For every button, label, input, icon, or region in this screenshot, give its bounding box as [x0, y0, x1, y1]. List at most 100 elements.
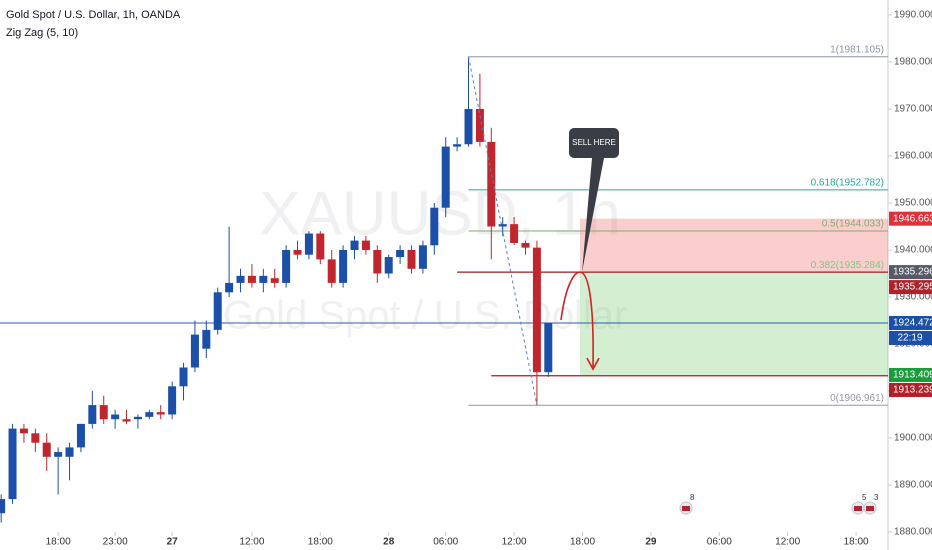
candle-body	[350, 240, 359, 250]
callout-text: SELL HERE	[572, 138, 616, 147]
sell-arrow-head	[586, 357, 600, 371]
price-tag-label: 1913.239	[893, 385, 932, 396]
candle-body	[384, 257, 393, 274]
candle-body	[373, 249, 382, 274]
x-tick-label: 06:00	[707, 537, 732, 548]
candle-body	[202, 329, 211, 349]
candle-body	[88, 405, 97, 424]
candle-body	[156, 412, 165, 415]
candle-body	[464, 108, 473, 145]
y-tick-label: 1960.000	[894, 151, 932, 162]
event-count: 8	[690, 493, 695, 502]
event-count: 5	[862, 493, 867, 502]
price-tag	[889, 315, 932, 330]
price-tag	[889, 265, 932, 280]
price-tag	[889, 382, 932, 397]
fib-label: 0.5(1944.033)	[822, 219, 884, 230]
event-flag	[866, 506, 874, 511]
price-tag	[889, 367, 932, 382]
target-zone	[580, 272, 888, 375]
event-flag	[854, 506, 862, 511]
candle-body	[65, 447, 74, 457]
candle-body	[31, 433, 40, 443]
candle-body	[8, 428, 17, 500]
indicator-label: Zig Zag (5, 10)	[6, 27, 78, 39]
price-tag-label: 1935.296	[893, 267, 932, 278]
candle-body	[225, 282, 234, 293]
y-tick-label: 1930.000	[894, 292, 932, 303]
candle-body	[339, 249, 348, 283]
candle-body	[453, 144, 462, 147]
candle-body	[145, 412, 154, 417]
candle-body	[99, 405, 108, 420]
x-tick-label: 12:00	[775, 537, 800, 548]
candle-body	[213, 292, 222, 330]
x-tick-label: 18:00	[46, 537, 71, 548]
countdown-label: 22:19	[897, 333, 922, 344]
x-tick-label: 18:00	[570, 537, 595, 548]
candle-body	[521, 242, 530, 248]
x-tick-label: 06:00	[433, 537, 458, 548]
candle-body	[19, 428, 28, 434]
candle-body	[122, 419, 131, 422]
candle-body	[396, 249, 405, 258]
y-tick-label: 1990.000	[894, 10, 932, 21]
zigzag	[468, 56, 538, 406]
y-tick-label: 1890.000	[894, 480, 932, 491]
candle-body	[0, 499, 6, 514]
y-tick-label: 1970.000	[894, 104, 932, 115]
chart-title: Gold Spot / U.S. Dollar, 1h, OANDA	[6, 9, 181, 21]
sell-arrow	[560, 271, 594, 368]
countdown-tag	[889, 330, 932, 345]
x-tick-label: 12:00	[239, 537, 264, 548]
candle-body	[259, 275, 268, 283]
candle-body	[282, 249, 291, 283]
y-tick-label: 1900.000	[894, 433, 932, 444]
event-count: 3	[874, 493, 879, 502]
fib-label: 0(1906.961)	[830, 393, 884, 404]
y-tick-label: 1980.000	[894, 57, 932, 68]
fib-label: 0.618(1952.782)	[811, 178, 884, 189]
candle-body	[498, 224, 507, 227]
candle-body	[179, 367, 188, 387]
fib-label: 0.382(1935.284)	[811, 260, 884, 271]
candle-body	[327, 259, 336, 283]
candle-body	[430, 207, 439, 246]
candle-body	[361, 240, 370, 250]
y-tick-label: 1880.000	[894, 527, 932, 538]
price-tag-label: 1913.409	[893, 370, 932, 381]
watermark: Gold Spot / U.S. Dollar	[223, 294, 628, 338]
x-tick-label: 29	[645, 537, 657, 548]
x-tick-label: 28	[383, 537, 395, 548]
candle-body	[76, 423, 85, 448]
y-tick-label: 1950.000	[894, 198, 932, 209]
price-tag-label: 1935.295	[893, 282, 932, 293]
event-flag	[682, 506, 690, 511]
candle-body	[475, 108, 484, 142]
candle-body	[407, 249, 416, 269]
candle-body	[441, 146, 450, 208]
callout-box	[569, 128, 619, 273]
x-tick-label: 18:00	[844, 537, 869, 548]
candle-body	[168, 386, 177, 415]
stop-zone	[580, 218, 888, 273]
candle-body	[293, 249, 302, 255]
candle-body	[190, 334, 199, 368]
price-tag-label: 1924.472	[893, 318, 932, 329]
candle-body	[304, 233, 313, 255]
candle-body	[316, 233, 325, 260]
candle-body	[133, 416, 142, 420]
candle-body	[270, 278, 279, 283]
x-tick-label: 23:00	[103, 537, 128, 548]
candle-body	[510, 224, 519, 243]
price-tag	[889, 211, 932, 226]
candle-body	[54, 452, 63, 457]
x-tick-label: 12:00	[502, 537, 527, 548]
candle-body	[418, 245, 427, 269]
candle-body	[544, 322, 553, 373]
price-tag	[889, 280, 932, 295]
x-tick-label: 27	[167, 537, 179, 548]
candle-body	[532, 247, 541, 373]
candle-body	[236, 275, 245, 283]
